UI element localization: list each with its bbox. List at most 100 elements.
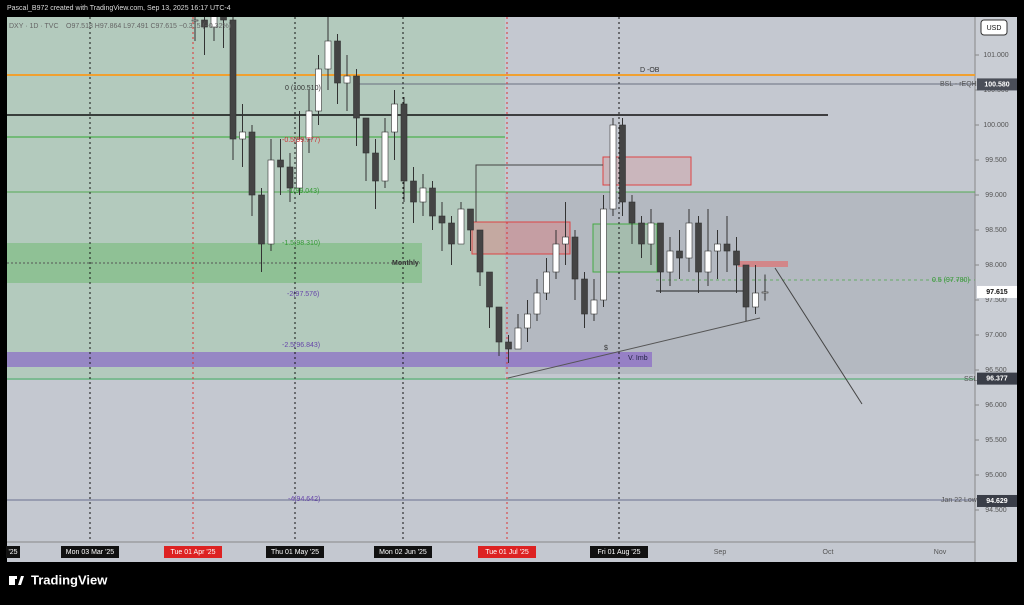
y-tick-label: 95.000 — [985, 472, 1007, 479]
annotation: D -OB — [640, 67, 660, 74]
arrow — [774, 267, 863, 405]
y-tick-label: 94.500 — [985, 507, 1007, 514]
candle-body — [486, 271, 493, 308]
price-badge — [977, 494, 1017, 507]
x-tick-label: Sep — [714, 549, 727, 556]
candle-body — [229, 19, 237, 140]
candle-body — [609, 124, 617, 210]
candle-body — [666, 250, 674, 273]
candle-body — [552, 243, 560, 273]
candle-body — [201, 19, 208, 28]
candle-body — [286, 166, 294, 189]
header: Pascal_B972 created with TradingView.com… — [7, 5, 231, 12]
x-tick-label: '25 — [8, 549, 17, 556]
candle-body — [315, 68, 322, 112]
date-badge — [266, 546, 324, 558]
candle-body — [638, 222, 645, 245]
annotation: 0 (100.510) — [285, 85, 321, 92]
x-tick-label: Mon 02 Jun '25 — [379, 549, 427, 556]
annotation: -1(99.043) — [287, 188, 319, 195]
y-tick-label: 96.500 — [985, 367, 1007, 374]
x-tick-label: Nov — [934, 549, 947, 556]
drawing — [475, 164, 603, 222]
annotation: -4(94.642) — [288, 496, 320, 503]
candle-body — [600, 208, 607, 301]
annotation: -0.5(99.777) — [282, 137, 320, 144]
candle-body — [239, 131, 246, 140]
candle-body — [524, 313, 531, 329]
chart-background — [7, 17, 1017, 562]
candle-body — [695, 222, 702, 273]
candle-body — [619, 124, 626, 203]
candle-body — [191, 19, 199, 22]
candle-body — [657, 222, 664, 273]
candle-body — [505, 341, 512, 350]
candle-body — [562, 236, 569, 245]
candle-body — [533, 292, 541, 315]
date-badge — [61, 546, 119, 558]
candle-body — [220, 17, 227, 21]
candle-body — [410, 180, 417, 203]
candle-body — [353, 75, 360, 119]
symbol: DXY · 1D · TVC — [9, 23, 59, 30]
zone — [602, 156, 692, 186]
y-tick-label: 97.500 — [985, 297, 1007, 304]
annotation: 0.5 (97.780) — [932, 277, 970, 284]
y-tick-label: 98.000 — [985, 262, 1007, 269]
candle-body — [514, 327, 522, 350]
candle-body — [723, 243, 731, 252]
y-tick-label: 98.500 — [985, 227, 1007, 234]
candle-body — [277, 159, 284, 168]
annotation: BSL - rEQH- — [940, 81, 980, 88]
trend-line — [507, 317, 761, 379]
candle-body — [571, 236, 579, 280]
date-badge — [478, 546, 536, 558]
y-tick-label: 101.000 — [983, 52, 1008, 59]
footer — [0, 562, 1024, 600]
price-badge-label: 96.377 — [986, 375, 1008, 382]
candle-body — [419, 187, 427, 203]
candle-body — [761, 291, 769, 294]
candle-body — [267, 159, 275, 245]
price-badge-label: 94.629 — [986, 498, 1008, 505]
price-badge — [977, 372, 1017, 385]
price-badge-label: 97.615 — [986, 289, 1008, 296]
x-tick-label: Tue 01 Apr '25 — [170, 549, 215, 556]
logo — [9, 576, 24, 585]
candle-body — [628, 201, 636, 224]
candle-body — [210, 17, 218, 28]
date-badge — [590, 546, 648, 558]
x-tick-label: Mon 03 Mar '25 — [66, 549, 115, 556]
candle-body — [362, 117, 370, 154]
x-tick-label: Oct — [823, 549, 834, 556]
x-tick-label: Tue 01 Jul '25 — [485, 549, 529, 556]
candle-body — [334, 40, 341, 84]
candle-body — [400, 103, 408, 182]
candle-body — [324, 40, 332, 70]
candle-body — [647, 222, 655, 245]
date-badge — [164, 546, 222, 558]
annotation: -2.5(96.843) — [282, 342, 320, 349]
price-badge — [977, 285, 1017, 298]
currency-button[interactable] — [980, 19, 1008, 36]
zone — [738, 261, 788, 267]
candle-body — [457, 208, 465, 245]
candle-body — [590, 299, 598, 315]
x-tick-label: Fri 01 Aug '25 — [598, 549, 641, 556]
currency[interactable]: USD — [987, 25, 1002, 32]
candle-body — [429, 187, 436, 217]
brand: TradingView — [31, 572, 108, 587]
y-tick-label: 99.500 — [985, 157, 1007, 164]
annotation: -2(97.576) — [287, 291, 319, 298]
candle-body — [381, 131, 389, 182]
annotation: Jan 22 Low — [941, 497, 978, 504]
annotation: $ — [604, 345, 608, 352]
candle-body — [467, 208, 474, 231]
candle-body — [752, 292, 759, 308]
candle-body — [391, 103, 398, 133]
zone — [7, 352, 652, 367]
candle-body — [676, 250, 683, 259]
candle-body — [343, 75, 351, 84]
candle-body — [495, 306, 503, 343]
candle-body — [714, 243, 721, 252]
